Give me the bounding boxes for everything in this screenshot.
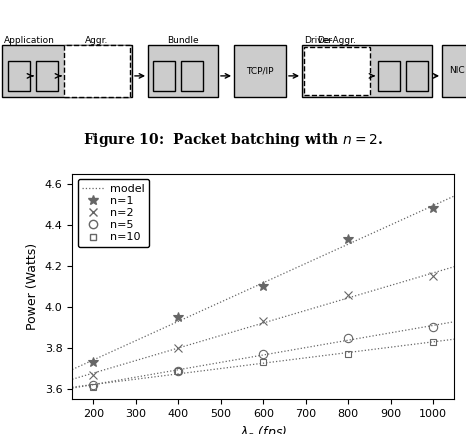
- Text: Bundle: Bundle: [167, 36, 199, 45]
- Bar: [64, 45, 130, 97]
- Text: Driver: Driver: [304, 36, 332, 45]
- Y-axis label: Power (Watts): Power (Watts): [26, 243, 39, 330]
- Bar: [378, 61, 400, 91]
- Bar: [8, 61, 30, 91]
- Bar: [406, 61, 428, 91]
- Text: TCP/IP: TCP/IP: [246, 66, 274, 76]
- Text: Application: Application: [4, 36, 55, 45]
- Bar: [153, 61, 175, 91]
- Text: Figure 10:  Packet batching with $n = 2$.: Figure 10: Packet batching with $n = 2$.: [83, 131, 383, 149]
- Bar: [302, 45, 432, 97]
- Bar: [148, 45, 218, 97]
- Bar: [234, 45, 286, 97]
- Bar: [181, 61, 203, 91]
- Text: NIC: NIC: [449, 66, 465, 76]
- Bar: [442, 45, 466, 97]
- Legend: model, n=1, n=2, n=5, n=10: model, n=1, n=2, n=5, n=10: [78, 179, 149, 247]
- Bar: [304, 47, 370, 95]
- Bar: [2, 45, 132, 97]
- Text: De-Aggr.: De-Aggr.: [317, 36, 356, 45]
- Bar: [36, 61, 58, 91]
- X-axis label: $\lambda_g$ (fps): $\lambda_g$ (fps): [240, 424, 287, 434]
- Text: Aggr.: Aggr.: [85, 36, 109, 45]
